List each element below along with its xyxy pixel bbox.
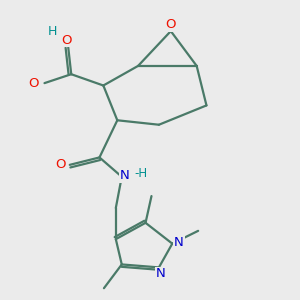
Text: O: O — [28, 77, 38, 90]
Text: N: N — [120, 169, 130, 182]
Text: O: O — [166, 18, 176, 31]
Text: H: H — [48, 25, 58, 38]
Text: -H: -H — [134, 167, 148, 180]
Text: O: O — [56, 158, 66, 171]
Text: N: N — [155, 267, 165, 280]
Text: N: N — [174, 236, 184, 249]
Text: O: O — [61, 34, 72, 46]
